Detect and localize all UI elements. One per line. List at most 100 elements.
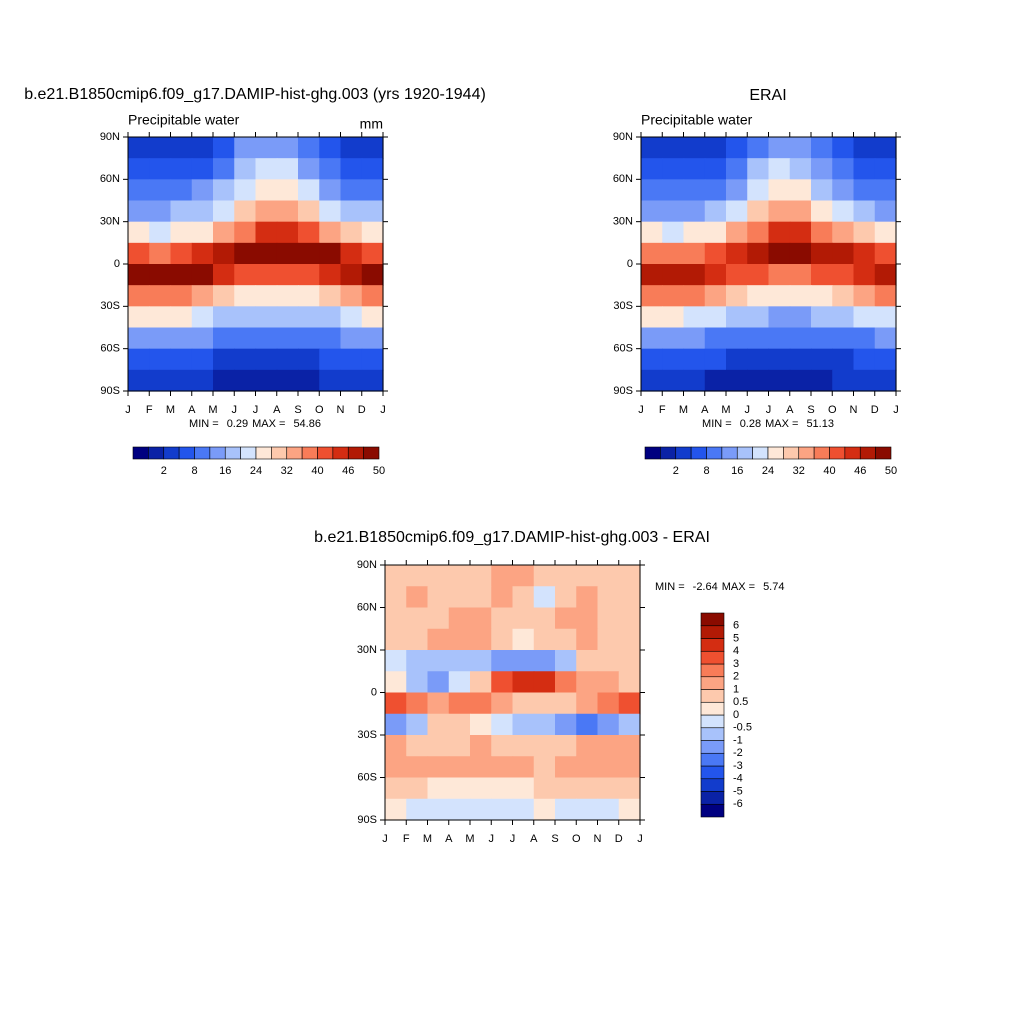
field-cell bbox=[340, 369, 363, 392]
field-cell bbox=[853, 348, 876, 371]
colorbar-box bbox=[286, 446, 303, 460]
field-cell bbox=[618, 798, 641, 821]
field-cell bbox=[427, 735, 450, 757]
field-cell bbox=[149, 264, 172, 286]
field-cell bbox=[576, 650, 599, 672]
field-cell bbox=[512, 692, 535, 715]
field-cell bbox=[597, 607, 620, 630]
field-cell bbox=[597, 756, 620, 779]
colorbar-box bbox=[706, 446, 723, 460]
field-cell bbox=[213, 306, 235, 329]
x-tick-label: F bbox=[146, 404, 153, 416]
field-cell bbox=[811, 306, 833, 329]
field-cell bbox=[191, 242, 214, 265]
x-tick-label: M bbox=[721, 404, 730, 416]
field-cell bbox=[832, 242, 855, 265]
field-cell bbox=[874, 327, 897, 350]
field-cell bbox=[704, 221, 727, 244]
colorbar-label: 8 bbox=[703, 465, 709, 477]
field-cell bbox=[319, 221, 342, 244]
field-cell bbox=[768, 264, 791, 286]
field-cell bbox=[255, 369, 278, 392]
field-cell bbox=[512, 586, 535, 609]
colorbar-label: 50 bbox=[885, 465, 897, 477]
field-cell bbox=[789, 285, 812, 307]
colorbar-box bbox=[700, 791, 725, 805]
field-cell bbox=[128, 264, 150, 286]
y-tick-label: 0 bbox=[627, 258, 633, 270]
field-cell bbox=[789, 264, 812, 286]
colorbar-box bbox=[829, 446, 846, 460]
field-cell bbox=[149, 285, 172, 307]
field-cell bbox=[448, 798, 471, 821]
field-cell bbox=[533, 756, 556, 779]
x-tick-label: F bbox=[659, 404, 666, 416]
field-cell bbox=[491, 628, 514, 651]
field-cell bbox=[789, 200, 812, 223]
x-tick-label: S bbox=[294, 404, 301, 416]
field-cell bbox=[576, 628, 599, 651]
field-cell bbox=[234, 200, 257, 223]
field-cell bbox=[832, 369, 855, 392]
field-cell bbox=[470, 798, 492, 821]
field-cell bbox=[726, 348, 748, 371]
field-cell bbox=[662, 285, 685, 307]
field-cell bbox=[170, 179, 193, 202]
colorbar-box bbox=[317, 446, 334, 460]
field-cell bbox=[340, 137, 363, 159]
field-cell bbox=[149, 348, 172, 371]
colorbar-label: 24 bbox=[250, 465, 262, 477]
colorbar-label: 8 bbox=[191, 465, 197, 477]
x-tick-label: A bbox=[188, 404, 196, 416]
field-cell bbox=[512, 756, 535, 779]
field-cell bbox=[704, 137, 727, 159]
stats-min: 0.29 bbox=[227, 418, 248, 430]
field-cell bbox=[276, 369, 299, 392]
field-cell bbox=[406, 777, 429, 800]
field-cell bbox=[361, 264, 384, 286]
field-cell bbox=[234, 348, 257, 371]
colorbar-box bbox=[332, 446, 349, 460]
field-cell bbox=[618, 628, 641, 651]
field-cell bbox=[576, 607, 599, 630]
field-cell bbox=[213, 327, 235, 350]
field-cell bbox=[234, 158, 257, 180]
field-cell bbox=[191, 158, 214, 180]
field-cell bbox=[255, 306, 278, 329]
colorbar-label: 16 bbox=[219, 465, 231, 477]
field-cell bbox=[662, 200, 685, 223]
field-cell bbox=[641, 200, 663, 223]
field-cell bbox=[789, 179, 812, 202]
colorbar-box bbox=[700, 663, 725, 678]
field-cell bbox=[768, 369, 791, 392]
x-tick-label: D bbox=[358, 404, 366, 416]
field-cell bbox=[470, 692, 492, 715]
field-cell bbox=[385, 777, 407, 800]
field-cell bbox=[470, 671, 492, 694]
y-tick-label: 60N bbox=[357, 601, 377, 613]
field-cell bbox=[641, 264, 663, 286]
x-tick-label: O bbox=[572, 833, 581, 845]
field-cell bbox=[276, 137, 299, 159]
field-cell bbox=[319, 158, 342, 180]
field-cell bbox=[191, 306, 214, 329]
field-cell bbox=[213, 179, 235, 202]
stats-max: 54.86 bbox=[293, 418, 321, 430]
colorbar-label: 1 bbox=[733, 683, 739, 695]
field-cell bbox=[298, 327, 320, 350]
field-cell bbox=[726, 221, 748, 244]
colorbar-box bbox=[148, 446, 165, 460]
field-cell bbox=[683, 306, 706, 329]
field-cell bbox=[597, 671, 620, 694]
field-cell bbox=[704, 158, 727, 180]
colorbar-box bbox=[194, 446, 211, 460]
field-cell bbox=[576, 692, 599, 715]
field-cell bbox=[512, 735, 535, 757]
field-cell bbox=[470, 756, 492, 779]
field-cell bbox=[491, 777, 514, 800]
field-cell bbox=[385, 692, 407, 715]
field-cell bbox=[470, 607, 492, 630]
field-cell bbox=[213, 264, 235, 286]
field-cell bbox=[555, 650, 577, 672]
field-cell bbox=[789, 369, 812, 392]
